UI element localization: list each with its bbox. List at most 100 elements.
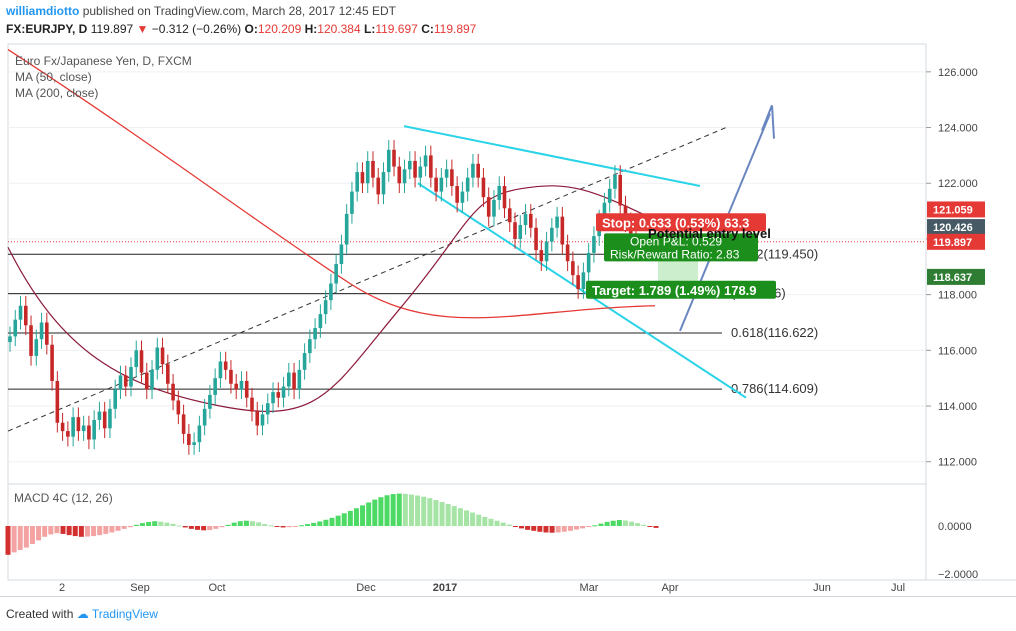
macd-bar	[158, 521, 164, 526]
price-chart[interactable]: 0.382(119.450)(118.036)0.618(116.622)0.7…	[0, 0, 1016, 596]
macd-bar	[341, 513, 347, 526]
candle-body	[618, 174, 623, 206]
ohlc-line: FX:EURJPY, D 119.897 ▼ −0.312 (−0.26%) O…	[6, 22, 476, 36]
macd-bar	[78, 526, 84, 537]
macd-bar	[182, 526, 188, 528]
macd-bar	[457, 508, 463, 526]
stop-label: Stop: 0.633 (0.53%) 63.3	[602, 215, 749, 230]
candle-body	[544, 241, 549, 262]
candle-body	[429, 155, 433, 178]
candle-body	[13, 319, 18, 337]
macd-bar	[555, 526, 561, 533]
candle-body	[607, 188, 612, 203]
price-badge-label: 118.637	[933, 272, 972, 284]
candle-body	[97, 411, 102, 420]
symbol-label: FX:EURJPY, D	[6, 22, 88, 36]
macd-bar	[353, 508, 359, 526]
candle-body	[29, 325, 33, 356]
candle-body	[323, 300, 328, 315]
macd-bar	[531, 526, 537, 531]
time-tick-label: Dec	[356, 582, 376, 594]
candle-body	[223, 361, 228, 370]
candle-body	[513, 222, 517, 239]
target-label: Target: 1.789 (1.49%) 178.9	[592, 283, 757, 298]
candle-body	[60, 422, 65, 432]
candle-body	[413, 160, 417, 178]
macd-bar	[152, 521, 158, 526]
macd-bar	[604, 521, 610, 526]
macd-bar	[121, 526, 127, 529]
time-tick-label: 2017	[433, 582, 457, 594]
candle-body	[455, 186, 459, 203]
candle-body	[76, 417, 81, 432]
created-with-label: Created with	[6, 607, 74, 621]
candle-body	[434, 177, 438, 192]
candle-body	[397, 166, 402, 184]
macd-bar	[506, 524, 512, 526]
macd-bar	[109, 526, 115, 533]
macd-bar	[262, 524, 268, 526]
candle-body	[260, 414, 265, 426]
macd-bar	[23, 526, 29, 548]
candle-body	[423, 155, 428, 167]
macd-bar	[268, 525, 274, 527]
macd-bar	[567, 526, 573, 531]
candle-body	[123, 375, 128, 387]
candle-body	[108, 408, 112, 429]
candle-body	[444, 169, 449, 178]
macd-bar	[598, 523, 604, 526]
macd-bar	[188, 526, 194, 529]
candle-body	[402, 169, 407, 184]
candle-body	[250, 397, 254, 412]
macd-bar	[286, 526, 292, 528]
macd-bar	[11, 526, 17, 553]
macd-bar	[494, 520, 500, 526]
macd-bar	[54, 526, 60, 534]
candle-body	[187, 433, 191, 446]
macd-bar	[170, 523, 176, 526]
close-label: C:	[421, 22, 434, 36]
macd-bar	[91, 526, 97, 537]
macd-bar	[317, 521, 323, 526]
trend-line-dashed	[7, 127, 727, 432]
price-change: −0.312 (−0.26%)	[151, 22, 242, 36]
candle-body	[292, 372, 296, 390]
macd-bar	[525, 526, 531, 530]
macd-bar	[323, 519, 329, 526]
candle-body	[192, 442, 196, 446]
candle-body	[45, 322, 49, 345]
candle-body	[34, 339, 39, 356]
macd-bar	[115, 526, 121, 531]
candle-body	[265, 403, 270, 415]
macd-bar	[488, 518, 494, 526]
candle-body	[166, 364, 170, 384]
macd-bar	[390, 494, 396, 526]
macd-bar	[97, 526, 103, 536]
candle-body	[302, 353, 307, 370]
candle-body	[176, 400, 181, 415]
close-value: 119.897	[433, 22, 477, 36]
tradingview-brand-link[interactable]: TradingView	[91, 607, 158, 621]
macd-bar	[237, 521, 243, 526]
candle-body	[39, 322, 44, 340]
author-link[interactable]: williamdiotto	[6, 4, 80, 18]
macd-bar	[274, 526, 280, 527]
candle-body	[376, 177, 381, 195]
candle-body	[313, 328, 317, 340]
risk-reward-label: Risk/Reward Ratio: 2.83	[610, 247, 740, 261]
candle-body	[160, 347, 165, 365]
legend-instrument: Euro Fx/Japanese Yen, D, FXCM	[15, 54, 192, 68]
candle-body	[481, 177, 486, 198]
candle-body	[144, 372, 149, 390]
candle-body	[318, 314, 323, 329]
macd-bar	[250, 521, 256, 526]
macd-bar	[396, 493, 402, 526]
macd-bar	[549, 526, 555, 533]
price-tick-label: 112.000	[938, 457, 977, 469]
macd-bar	[402, 493, 408, 526]
ma200-line	[7, 49, 656, 319]
candle-body	[18, 305, 23, 320]
macd-bar	[561, 526, 567, 532]
candle-body	[308, 339, 312, 354]
down-triangle-icon: ▼	[136, 22, 149, 36]
